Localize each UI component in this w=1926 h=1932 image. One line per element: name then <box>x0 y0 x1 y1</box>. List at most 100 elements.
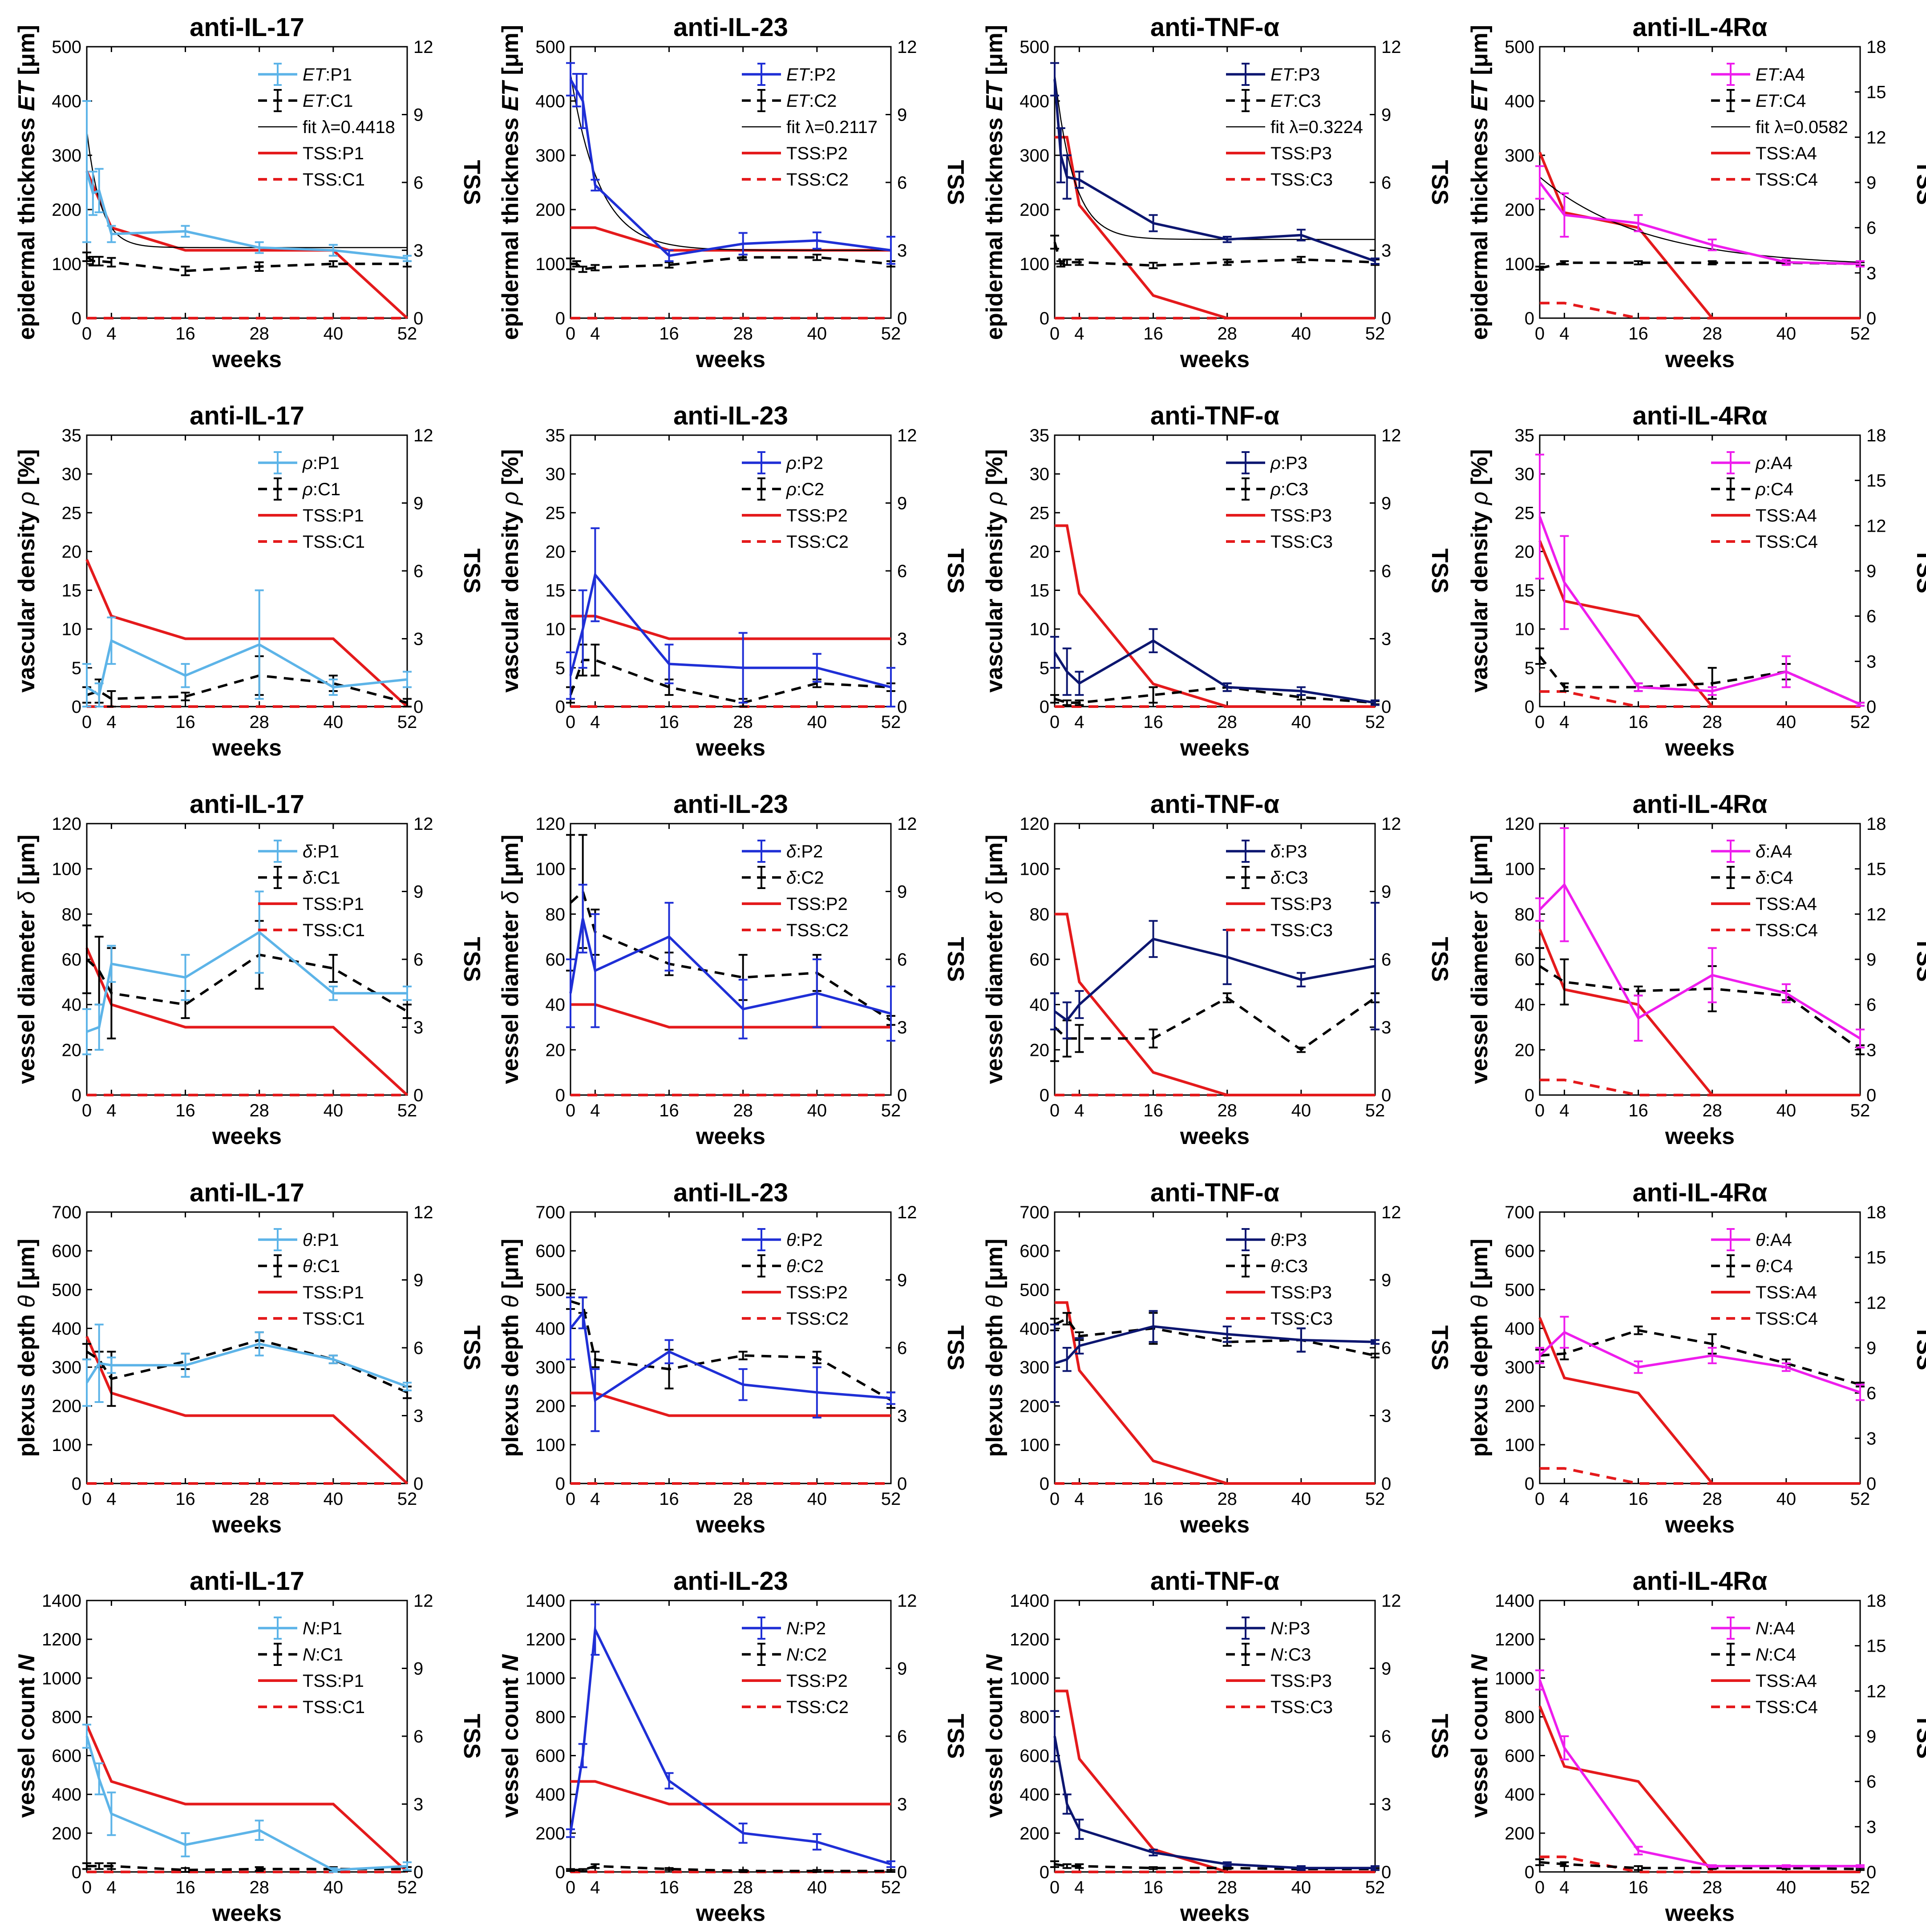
plot-frame <box>1539 434 1861 707</box>
tss-tick-label: 9 <box>1381 105 1391 125</box>
x-tick-label: 52 <box>397 1101 417 1120</box>
tss-tick-label: 12 <box>1866 128 1886 147</box>
control-series-line <box>571 256 891 271</box>
y-tick-label: 300 <box>52 146 81 166</box>
y-axis-label: vessel count N <box>14 1654 40 1818</box>
panel-r2-c0: anti-IL-170 4 16 28 40 52weeks020406080100120… <box>14 790 485 1149</box>
legend-symbol: ET <box>303 65 327 85</box>
tss-tick-label: 3 <box>897 241 907 261</box>
y-tick-label: 1000 <box>1495 1669 1534 1688</box>
legend-colon: : <box>796 842 801 861</box>
legend-symbol: ρ <box>1270 453 1281 473</box>
treated-series-line <box>1539 882 1861 1040</box>
panel-title: anti-IL-4Rα <box>1632 1178 1767 1207</box>
x-tick-label: 0 <box>82 1878 92 1897</box>
exponential-fit-curve <box>1054 73 1375 240</box>
legend-colon: : <box>821 506 826 525</box>
panel-title: anti-TNF-α <box>1150 401 1279 430</box>
x-tick-label: 52 <box>397 712 417 732</box>
y-label-text: epidermal thickness <box>498 111 523 340</box>
panel-title: anti-TNF-α <box>1150 13 1279 42</box>
legend-group: C1 <box>342 921 365 940</box>
tss-tick-label: 6 <box>897 1338 907 1358</box>
legend-colon: : <box>1281 453 1286 473</box>
tss-treated-line <box>85 1336 409 1485</box>
x-tick-label: 0 <box>566 324 575 344</box>
legend-label: TSS:P3 <box>1271 894 1332 914</box>
plot-frame <box>86 1600 408 1873</box>
tss-tick-label: 18 <box>1866 1203 1886 1222</box>
legend-symbol: ρ <box>1755 453 1766 473</box>
legend-group: P2 <box>801 453 823 473</box>
x-tick-label: 40 <box>1776 1489 1797 1509</box>
y-label-unit: [μm] <box>1467 835 1493 891</box>
legend-group: C2 <box>801 868 824 888</box>
legend-label: TSS:C4 <box>1756 170 1818 190</box>
y-tick-label: 0 <box>1525 1086 1534 1105</box>
tss-tick-label: 9 <box>1866 562 1876 581</box>
legend-symbol: δ <box>786 842 797 861</box>
y-tick-label: 1400 <box>42 1591 81 1611</box>
x-tick-label: 4 <box>106 1101 116 1120</box>
x-tick-label: 0 <box>1050 1878 1060 1897</box>
tss-tick-label: 9 <box>897 105 907 125</box>
y-label-text: vascular density <box>982 505 1008 693</box>
tss-treated-line <box>85 947 409 1096</box>
tss-tick-label: 6 <box>1381 1727 1391 1746</box>
y-label-symbol: N <box>1467 1654 1493 1671</box>
x-tick-label: 40 <box>1291 324 1311 344</box>
treated-series-line <box>85 1342 408 1388</box>
y-label-text: vessel count <box>1467 1671 1493 1818</box>
y-tick-label: 20 <box>1030 542 1050 562</box>
y-tick-label: 5 <box>1525 659 1534 678</box>
legend-group: C3 <box>1286 480 1308 499</box>
y-tick-label: 400 <box>52 1785 81 1805</box>
legend-label: δ:C3 <box>1271 868 1308 888</box>
legend-colon: : <box>1765 868 1770 888</box>
legend-colon: : <box>337 1309 342 1329</box>
y-tick-label: 300 <box>1020 146 1049 166</box>
panel-r3-c1: anti-IL-230 4 16 28 40 52weeks010020030040050… <box>498 1178 968 1538</box>
tss-axis-label: TSS <box>1912 937 1926 982</box>
legend-group: A4 <box>1783 65 1805 85</box>
tss-tick-label: 12 <box>1866 516 1886 536</box>
legend-group: P1 <box>342 1671 364 1691</box>
legend-symbol: N <box>1756 1645 1768 1665</box>
tss-tick-label: 6 <box>413 173 423 193</box>
y-label-unit: [%] <box>14 449 40 491</box>
legend-group: P3 <box>1310 144 1332 163</box>
tss-axis-label: TSS <box>1427 548 1453 593</box>
x-tick-label: 52 <box>397 1489 417 1509</box>
x-tick-label: 4 <box>1074 1878 1084 1897</box>
legend-colon: : <box>1280 842 1285 861</box>
legend-label: TSS:P1 <box>303 894 364 914</box>
tss-axis-label: TSS <box>943 1714 968 1758</box>
y-tick-label: 200 <box>535 200 565 220</box>
tss-tick-label: 3 <box>1866 1817 1876 1837</box>
tss-treated-line <box>1055 1301 1375 1485</box>
y-label-text: epidermal thickness <box>982 111 1008 340</box>
panel-r4-c0: anti-IL-170 4 16 28 40 52weeks020040060080010… <box>14 1567 485 1926</box>
legend-tss: TSS <box>303 1309 337 1329</box>
x-tick-label: 40 <box>1291 1101 1311 1120</box>
x-axis-label: weeks <box>1665 735 1735 761</box>
tss-axis-label: TSS <box>459 1325 485 1370</box>
x-tick-label: 16 <box>175 1489 195 1509</box>
y-label-unit: [μm] <box>982 25 1008 81</box>
tss-tick-label: 3 <box>1866 652 1876 671</box>
tss-tick-label: 0 <box>1866 1863 1876 1882</box>
legend-symbol: ρ <box>1755 480 1766 499</box>
tss-tick-label: 0 <box>1381 697 1391 717</box>
y-tick-label: 200 <box>535 1397 565 1416</box>
tss-tick-label: 6 <box>1866 1384 1876 1403</box>
tss-axis-label: TSS <box>1912 160 1926 205</box>
tss-tick-label: 0 <box>1866 1474 1876 1494</box>
y-tick-label: 30 <box>62 465 82 484</box>
tss-tick-label: 9 <box>1381 1271 1391 1290</box>
x-tick-label: 16 <box>175 1101 195 1120</box>
tss-tick-label: 9 <box>1381 1659 1391 1679</box>
x-tick-label: 0 <box>82 1101 92 1120</box>
panel-r1-c1: anti-IL-230 4 16 28 40 52weeks051015202530350… <box>498 401 968 761</box>
legend-label: TSS:C3 <box>1271 1698 1333 1717</box>
y-tick-label: 200 <box>1020 1397 1049 1416</box>
